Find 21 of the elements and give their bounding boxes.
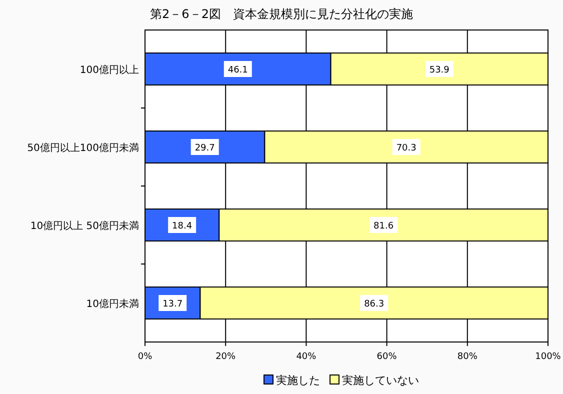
y-tick-label: 10億円以上 50億円未満 <box>30 220 139 232</box>
legend-label: 実施していない <box>342 374 419 387</box>
y-tick-label: 10億円未満 <box>86 298 139 310</box>
x-tick-label: 60% <box>376 352 398 362</box>
y-tick-label: 50億円以上100億円未満 <box>27 142 139 154</box>
x-tick-label: 0% <box>138 352 153 362</box>
data-label: 13.7 <box>162 300 183 310</box>
x-tick-label: 100% <box>535 352 562 362</box>
data-label: 70.3 <box>396 144 416 154</box>
data-label: 86.3 <box>364 300 384 310</box>
data-label: 29.7 <box>194 144 215 154</box>
x-tick-label: 80% <box>457 352 478 362</box>
x-tick-label: 20% <box>216 352 236 362</box>
x-tick-label: 40% <box>296 352 317 362</box>
data-label: 18.4 <box>172 222 192 232</box>
data-label: 46.1 <box>228 66 248 76</box>
legend-label: 実施した <box>276 374 320 387</box>
chart-title: 第2－6－2図 資本金規模別に見た分社化の実施 <box>150 7 413 21</box>
data-label: 81.6 <box>374 222 394 232</box>
data-label: 53.9 <box>429 66 450 76</box>
y-tick-label: 100億円以上 <box>80 64 139 76</box>
